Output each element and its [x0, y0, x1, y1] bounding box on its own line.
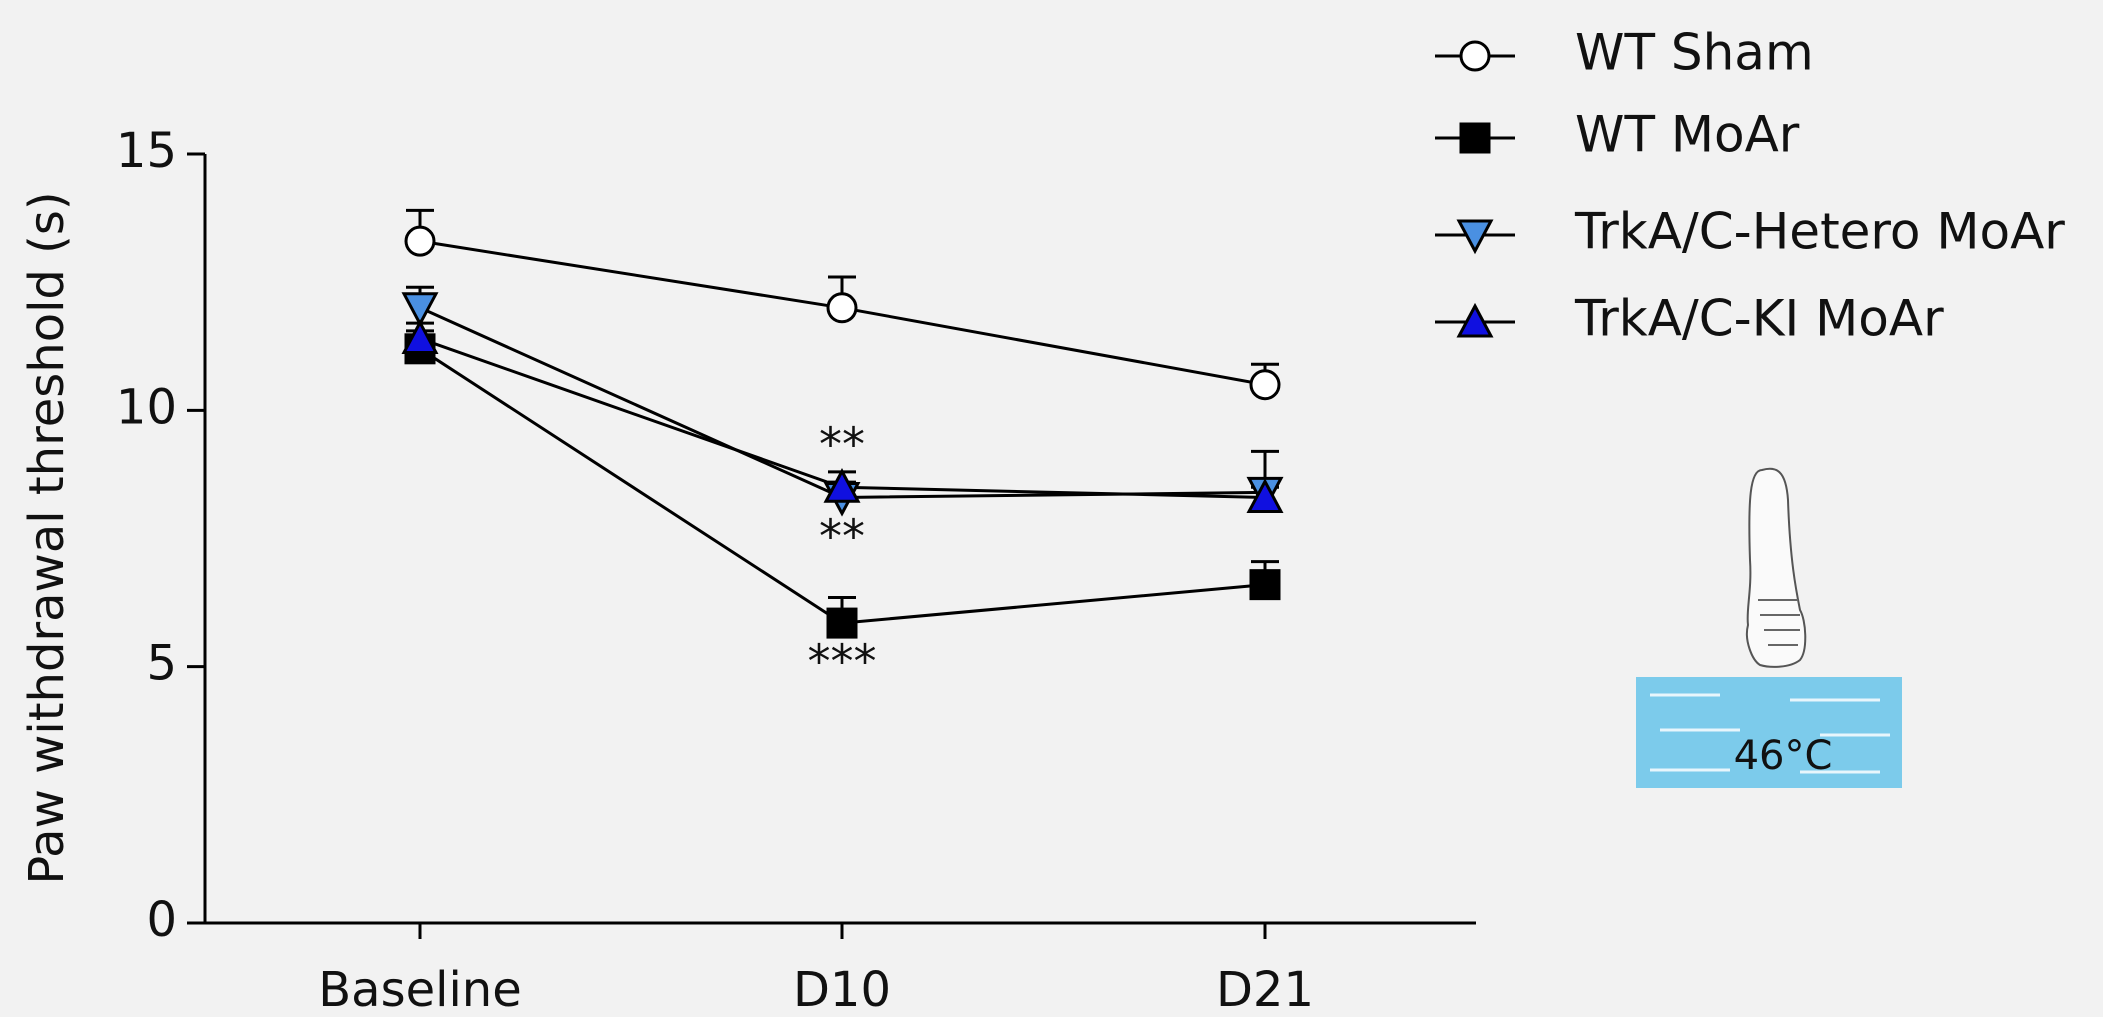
x-tick-label: Baseline — [318, 962, 522, 1017]
marker — [1246, 478, 1284, 513]
marker — [404, 225, 436, 257]
y-axis-label: Paw withdrawal threshold (s) — [19, 191, 75, 884]
marker — [1459, 122, 1491, 154]
marker — [401, 292, 439, 327]
illustration: 46°C — [1636, 467, 1902, 788]
x-tick-label: D10 — [793, 962, 891, 1017]
significance: ** — [819, 418, 865, 472]
marker — [1459, 40, 1491, 72]
legend-label: WT Sham — [1575, 24, 1814, 82]
marker — [1456, 219, 1494, 255]
marker — [1249, 369, 1281, 401]
illustration-label: 46°C — [1734, 733, 1833, 779]
marker — [826, 292, 858, 324]
marker — [401, 319, 439, 355]
x-tick-label: D21 — [1216, 962, 1314, 1017]
legend-label: TrkA/C-Hetero MoAr — [1574, 203, 2065, 261]
marker — [823, 468, 861, 503]
marker — [826, 607, 858, 639]
legend-label: TrkA/C-KI MoAr — [1574, 290, 1944, 348]
legend-label: WT MoAr — [1575, 106, 1800, 164]
significance: ** — [819, 510, 865, 564]
y-tick-label: 15 — [116, 123, 177, 179]
marker — [1456, 302, 1494, 338]
water-ripples — [1650, 693, 1890, 774]
y-tick-label: 5 — [146, 636, 177, 692]
y-tick-label: 10 — [116, 379, 177, 435]
paw-detail — [1758, 599, 1800, 646]
y-tick-label: 0 — [146, 892, 177, 948]
significance: *** — [808, 635, 877, 689]
markers — [401, 225, 1284, 639]
marker — [1249, 569, 1281, 601]
paw — [1746, 467, 1807, 668]
